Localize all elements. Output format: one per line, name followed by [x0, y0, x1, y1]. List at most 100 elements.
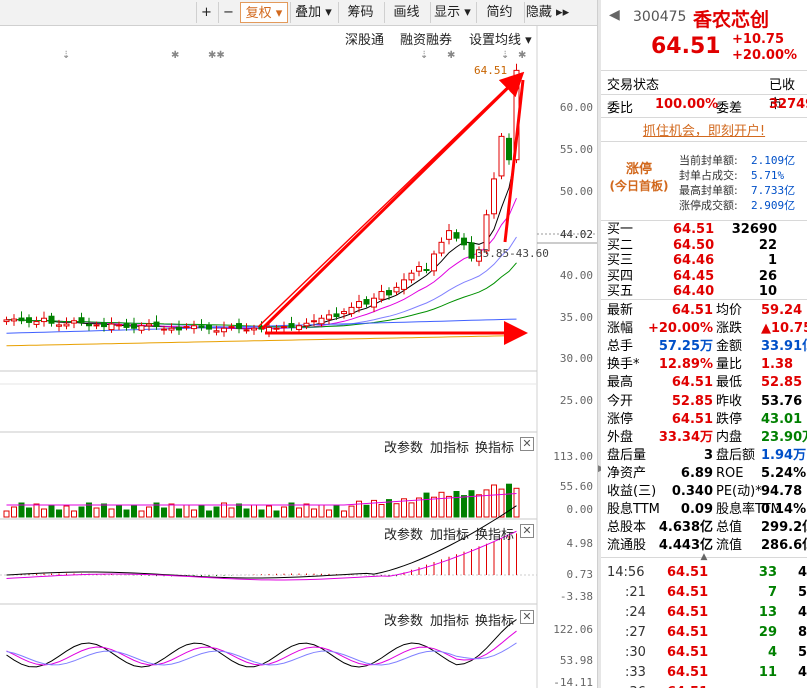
hide-button[interactable]: 隐藏 ▸▸ — [524, 2, 570, 23]
volume-bar — [378, 504, 385, 518]
stat-label: 外盘 — [607, 429, 634, 445]
candle-body — [423, 269, 430, 272]
tick-time: :24 — [625, 605, 646, 620]
candle-body — [206, 324, 212, 330]
stat-label: 总值 — [716, 520, 743, 536]
volume-bar — [153, 502, 160, 518]
order-level-label: 买一 — [607, 222, 634, 237]
macd-dea — [6, 530, 517, 581]
volume-bar — [138, 510, 145, 518]
stats-grid: 最新64.51均价59.24涨幅+20.00%涨跌▲10.75总手57.25万金… — [601, 302, 807, 554]
tick-row: :21 64.51 7 5 — [601, 583, 807, 603]
candle-body — [453, 232, 460, 239]
macd-dif — [6, 505, 517, 579]
macd-close-icon[interactable]: ✕ — [520, 524, 534, 538]
overlay-button[interactable]: 叠加 ▾ — [290, 2, 336, 23]
volume-bar — [393, 503, 400, 518]
volume-bar — [191, 509, 197, 518]
limit-stat-row: 当前封单额: 2.109亿 — [679, 153, 807, 168]
volume-bar — [506, 483, 512, 518]
stat-value: 12.89% — [658, 357, 713, 373]
tick-price: 64.51 — [667, 625, 709, 640]
candle-body — [146, 323, 152, 327]
stat-label: PE(动)* — [716, 484, 762, 499]
candle-body — [416, 266, 422, 272]
stat-label: 涨幅 — [607, 321, 634, 337]
stat-label: 流通股 — [607, 538, 647, 554]
volume-bar — [348, 505, 355, 518]
volume-bar — [438, 491, 445, 518]
limit-stat-value: 2.109亿 — [751, 154, 796, 167]
adjust-rights-button[interactable]: 复权 ▾ — [240, 2, 288, 23]
stat-row: 今开 52.85 昨收 53.76 — [601, 393, 807, 411]
ma-settings-link[interactable]: 设置均线 ▾ — [469, 33, 532, 48]
open-account-link[interactable]: 抓住机会，即刻开户! — [642, 124, 766, 139]
stat-value: 57.25万 — [658, 339, 713, 355]
volume-bar — [491, 484, 497, 518]
kdj-add-button[interactable]: 加指标 — [430, 614, 470, 629]
volume-add-button[interactable]: 加指标 — [430, 441, 470, 456]
volume-bar — [311, 508, 317, 518]
tick-row: :30 64.51 4 5 — [601, 643, 807, 663]
limit-stat-value: 5.71% — [751, 169, 785, 182]
event-marker: ⇣ — [62, 50, 70, 61]
volume-bar — [176, 508, 182, 518]
order-volume: 32690 — [731, 222, 777, 237]
stat-label: 总股本 — [607, 520, 647, 536]
volume-bar — [468, 490, 475, 518]
stat-value: 53.76 — [761, 393, 803, 409]
candle-body — [123, 323, 130, 328]
stat-label: 最新 — [607, 303, 634, 318]
collapse-stats-icon[interactable]: ▲ — [700, 552, 708, 562]
stat-row: 最高 64.51 最低 52.85 — [601, 374, 807, 392]
candle-body — [138, 325, 145, 331]
simple-button[interactable]: 简约 — [476, 2, 522, 23]
candle-body — [168, 327, 175, 331]
macd-add-button[interactable]: 加指标 — [430, 528, 470, 543]
tick-row: :33 64.51 11 4 — [601, 663, 807, 683]
stat-label: 均价 — [716, 303, 743, 318]
candle-body — [333, 313, 340, 318]
draw-line-button[interactable]: 画线 — [384, 2, 428, 23]
volume-swap-button[interactable]: 换指标 — [475, 441, 515, 456]
price-tick: 50.00 — [559, 185, 593, 198]
margin-link[interactable]: 融资融券 — [400, 33, 453, 48]
kline-chart-area[interactable]: + − 复权 ▾ 叠加 ▾ 筹码 画线 显示 ▾ 简约 隐藏 ▸▸ 深股通 融资… — [0, 0, 597, 688]
candle-body — [131, 323, 137, 329]
order-level-label: 买三 — [607, 253, 634, 268]
candle-body — [311, 320, 317, 323]
kdj-close-icon[interactable]: ✕ — [520, 610, 534, 624]
event-marker: ⇣ — [501, 50, 509, 61]
tick-price: 64.51 — [667, 585, 709, 600]
stat-value: 23.90万 — [761, 429, 807, 445]
limit-stat-value: 7.733亿 — [751, 184, 796, 197]
kdj-swap-button[interactable]: 换指标 — [475, 614, 515, 629]
tick-time: :33 — [625, 665, 646, 680]
stat-value: 59.24 — [761, 303, 803, 318]
macd-params-button[interactable]: 改参数 — [384, 528, 424, 543]
macd-swap-button[interactable]: 换指标 — [475, 528, 515, 543]
event-marker: ⇣ — [420, 50, 428, 61]
kdj-panel-bar: 改参数 加指标 换指标 ✕ — [0, 607, 537, 629]
candle-body — [86, 323, 92, 327]
sgt-link[interactable]: 深股通 — [345, 33, 385, 48]
chart-subbar: 深股通 融资融券 设置均线 ▾ — [0, 26, 537, 48]
volume-close-icon[interactable]: ✕ — [520, 437, 534, 451]
limit-up-box: 涨停 (今日首板) 当前封单额: 2.109亿 封单占成交: 5.71% 最高封单额: 7… — [601, 150, 807, 222]
chips-button[interactable]: 筹码 — [338, 2, 382, 23]
volume-bar — [198, 505, 205, 518]
volume-bar — [326, 509, 332, 518]
stat-value: 4.443亿 — [658, 538, 713, 554]
display-button[interactable]: 显示 ▾ — [430, 2, 474, 23]
volume-params-button[interactable]: 改参数 — [384, 441, 424, 456]
candle-body — [498, 135, 505, 177]
candle-body — [378, 291, 385, 300]
event-marker: ✱ — [518, 50, 526, 61]
zoom-in-button[interactable]: + — [196, 2, 216, 23]
candle-body — [161, 328, 167, 331]
candle-body — [243, 329, 250, 332]
candle-body — [56, 324, 62, 327]
zoom-out-button[interactable]: − — [218, 2, 238, 23]
kdj-params-button[interactable]: 改参数 — [384, 614, 424, 629]
prev-stock-icon[interactable]: ◀ — [609, 7, 620, 23]
